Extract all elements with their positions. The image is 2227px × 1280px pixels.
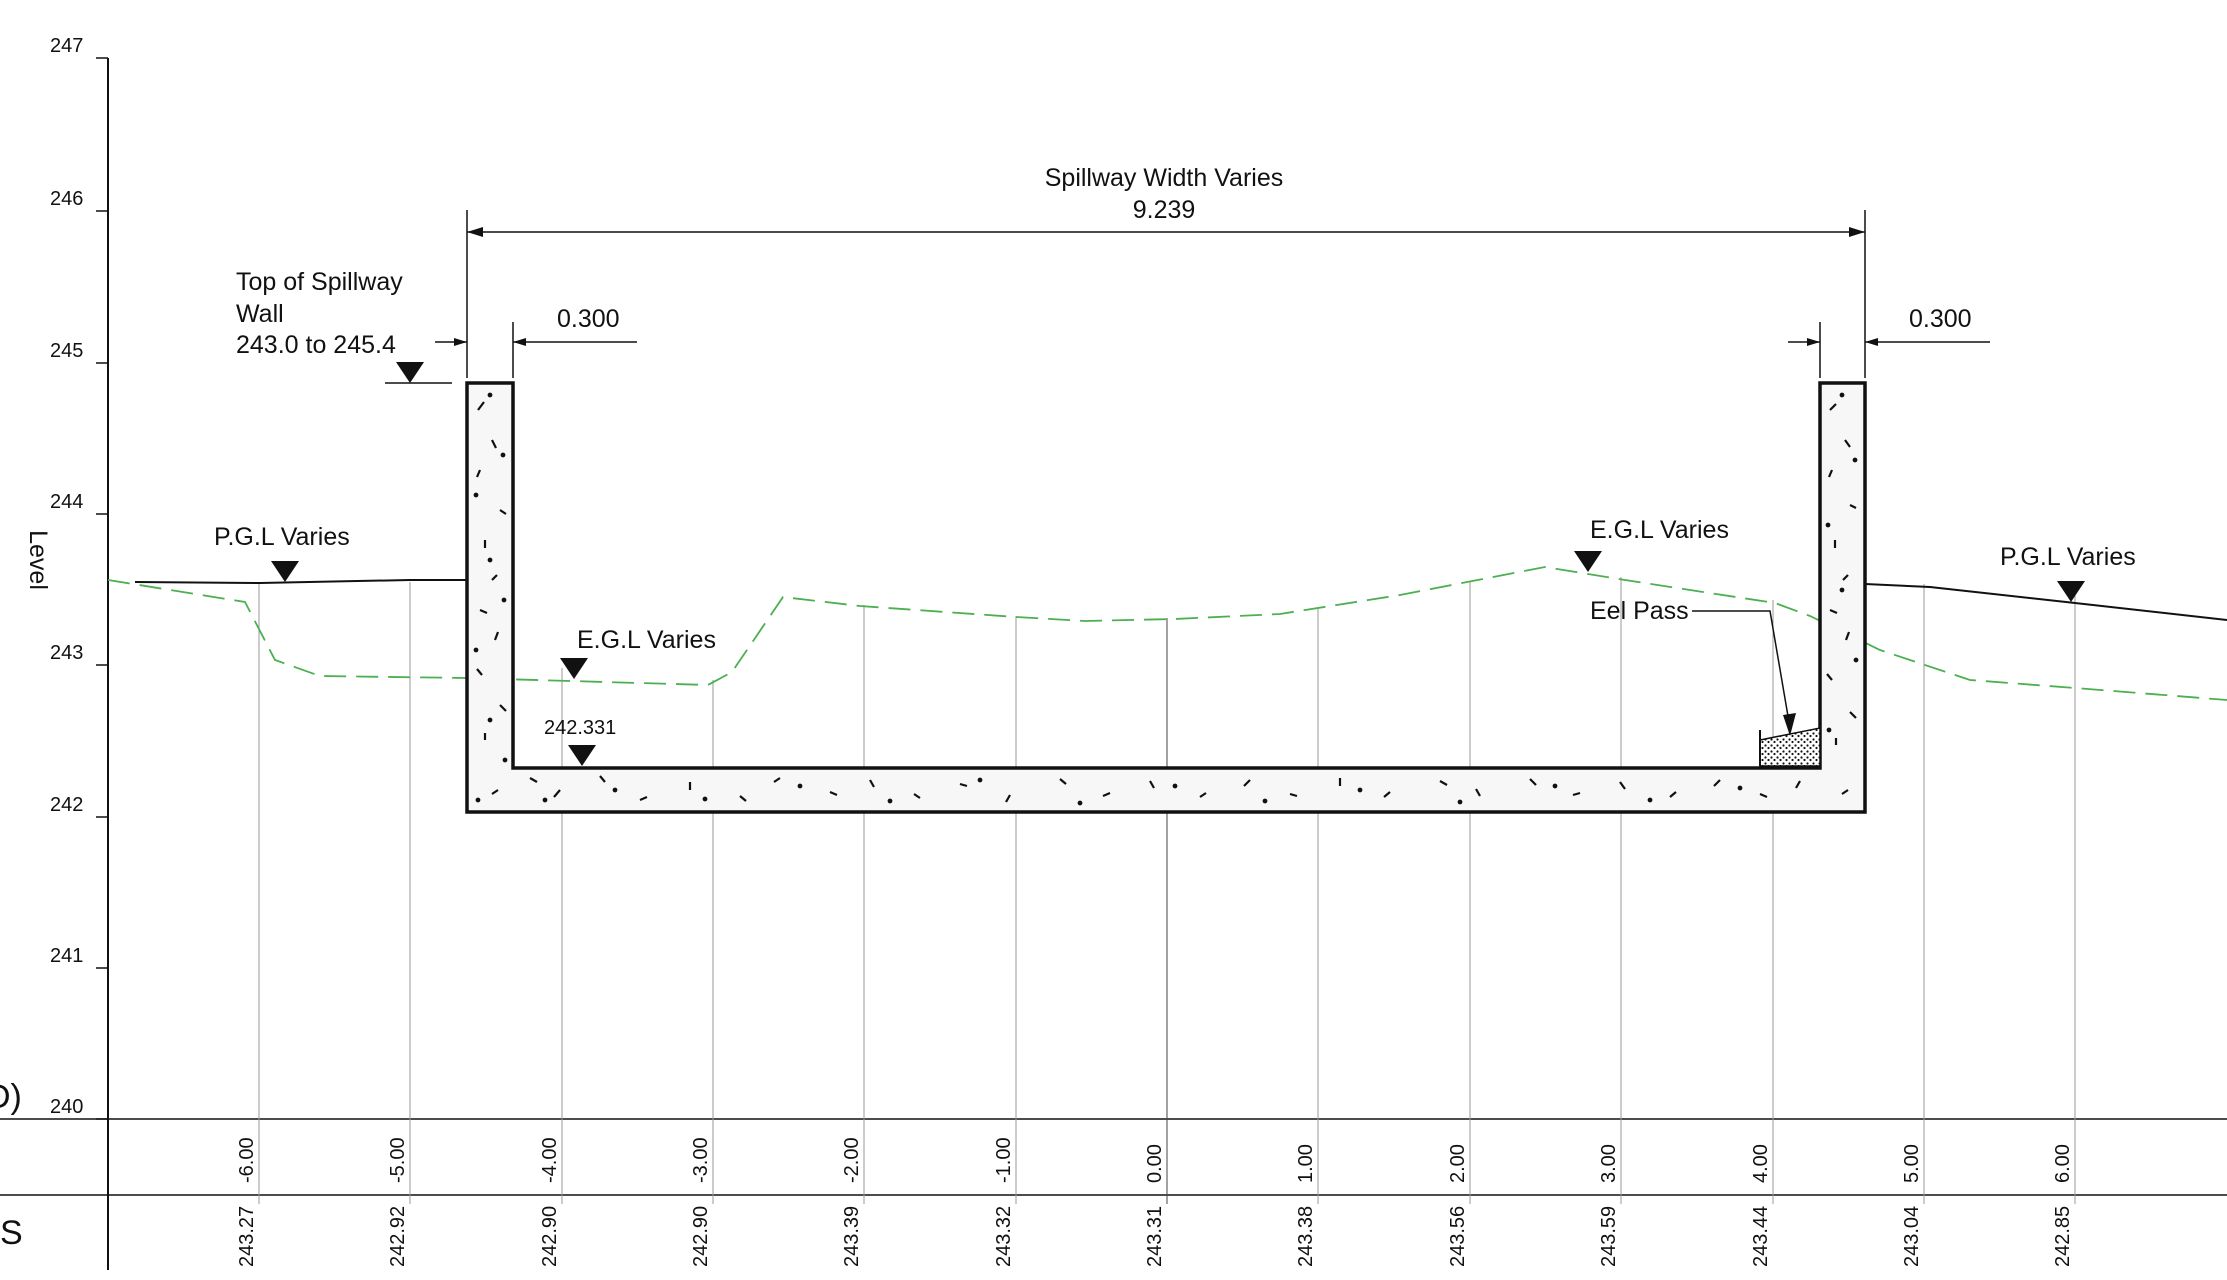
right-wall-thickness-dimension	[1788, 322, 1990, 378]
level-tick-label: 242	[50, 794, 83, 816]
top-of-wall-line1: Top of Spillway	[236, 268, 403, 296]
level-label: 242.90	[690, 1206, 712, 1267]
spillway-width-title: Spillway Width Varies	[1045, 164, 1284, 192]
section-table	[0, 1118, 2227, 1196]
level-label: 243.56	[1447, 1206, 1469, 1267]
concrete-channel	[465, 381, 1867, 814]
pgl-right-marker	[2057, 581, 2085, 602]
offset-label: -6.00	[236, 1137, 258, 1183]
level-axis-title: Level	[24, 530, 52, 590]
offset-label: 0.00	[1144, 1144, 1166, 1183]
egl-right-label: E.G.L Varies	[1590, 516, 1729, 544]
offset-label: -2.00	[841, 1137, 863, 1183]
offset-label: 1.00	[1295, 1144, 1317, 1183]
pgl-right-label: P.G.L Varies	[2000, 543, 2136, 571]
top-of-wall-line3: 243.0 to 245.4	[236, 331, 396, 359]
pgl-left-label: P.G.L Varies	[214, 523, 350, 551]
pgl-left-marker	[271, 561, 299, 582]
offset-label: 3.00	[1598, 1144, 1620, 1183]
eel-pass-label: Eel Pass	[1590, 597, 1689, 625]
top-of-wall-marker	[385, 362, 452, 384]
offset-label: 5.00	[1901, 1144, 1923, 1183]
level-label: 243.32	[993, 1206, 1015, 1267]
offset-label: -4.00	[539, 1137, 561, 1183]
offset-label: -1.00	[993, 1137, 1015, 1183]
offset-label: 6.00	[2052, 1144, 2074, 1183]
level-label: 243.44	[1750, 1206, 1772, 1267]
offset-label: 2.00	[1447, 1144, 1469, 1183]
existing-ground-line-left	[134, 579, 467, 585]
level-tick-label: 245	[50, 340, 83, 362]
level-label: 243.27	[236, 1206, 258, 1267]
level-axis-ticks	[96, 57, 108, 1120]
existing-ground-line-right	[1864, 583, 2227, 621]
level-label: 243.39	[841, 1206, 863, 1267]
offset-label: 4.00	[1750, 1144, 1772, 1183]
level-label: 242.90	[539, 1206, 561, 1267]
egl-left-marker	[560, 658, 588, 679]
spillway-width-value: 9.239	[1133, 196, 1196, 224]
offset-label: -3.00	[690, 1137, 712, 1183]
level-tick-label: 240	[50, 1096, 83, 1118]
invert-level-label: 242.331	[544, 717, 616, 739]
level-tick-label: 246	[50, 188, 83, 210]
level-label: 242.85	[2052, 1206, 2074, 1267]
eel-pass-leader	[1692, 610, 1796, 736]
concrete-hatch	[473, 392, 1859, 806]
level-tick-label: 244	[50, 491, 83, 513]
level-tick-label: 243	[50, 642, 83, 664]
row-edge-label: S	[0, 1214, 23, 1252]
level-axis: 247 246 245 244 243 242 241 240 Level	[24, 35, 109, 1270]
level-label: 243.04	[1901, 1206, 1923, 1267]
top-of-wall-line2: Wall	[236, 300, 284, 328]
offset-labels: -6.00 -5.00 -4.00 -3.00 -2.00 -1.00 0.00…	[236, 1137, 2074, 1183]
station-gridlines	[258, 577, 2076, 1204]
right-wall-thickness-label: 0.300	[1909, 305, 1972, 333]
level-label: 243.31	[1144, 1206, 1166, 1267]
level-label: 243.59	[1598, 1206, 1620, 1267]
egl-left-label: E.G.L Varies	[577, 626, 716, 654]
level-label: 243.38	[1295, 1206, 1317, 1267]
left-wall-thickness-dimension	[435, 322, 637, 378]
spillway-width-dimension	[466, 210, 1866, 378]
invert-level-marker	[568, 745, 596, 766]
offset-label: -5.00	[387, 1137, 409, 1183]
level-label: 242.92	[387, 1206, 409, 1267]
level-labels: 243.27 242.92 242.90 242.90 243.39 243.3…	[236, 1206, 2074, 1267]
row-edge-label: D)	[0, 1078, 22, 1116]
left-wall-thickness-label: 0.300	[557, 305, 620, 333]
egl-right-marker	[1574, 551, 1602, 572]
level-tick-label: 241	[50, 945, 83, 967]
level-tick-label: 247	[50, 35, 83, 57]
